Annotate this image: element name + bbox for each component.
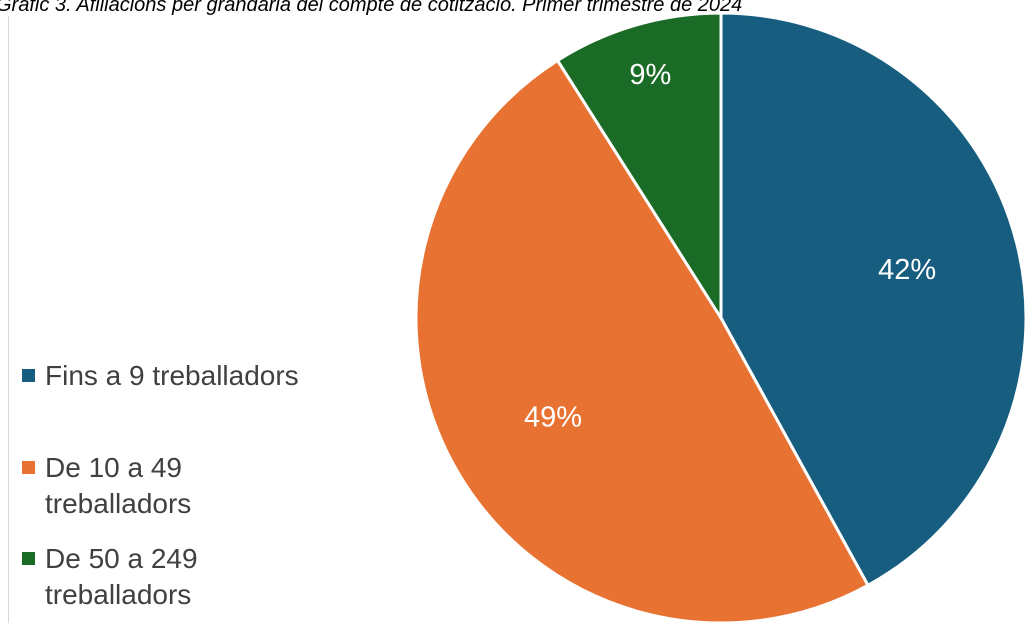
legend-label: Fins a 9 treballadors: [45, 360, 299, 391]
pie-data-label-3: 9%: [629, 59, 671, 91]
legend-swatch-icon: [22, 461, 35, 474]
pie-slices: [414, 11, 1028, 623]
legend-label: De 10 a 49 treballadors: [45, 452, 192, 519]
pie-data-label-1: 42%: [878, 254, 936, 286]
legend-item-10-49: De 10 a 49 treballadors: [22, 450, 260, 522]
legend-item-fins-9: Fins a 9 treballadors: [22, 358, 375, 394]
chart-title: Gràfic 3. Afiliacions per grandària del …: [0, 0, 743, 16]
chart-frame-edge: [8, 16, 9, 623]
pie-data-label-2: 49%: [524, 401, 582, 433]
pie-slice-1: [719, 11, 1028, 587]
legend-swatch-icon: [22, 369, 35, 382]
legend-item-50-249: De 50 a 249 treballadors: [22, 541, 260, 613]
pie-data-labels: 42% 49% 9%: [524, 59, 936, 433]
legend-swatch-icon: [22, 552, 35, 565]
legend-label: De 50 a 249 treballadors: [45, 543, 198, 610]
pie-slice-2: [414, 58, 870, 623]
pie-slice-3: [556, 11, 723, 320]
